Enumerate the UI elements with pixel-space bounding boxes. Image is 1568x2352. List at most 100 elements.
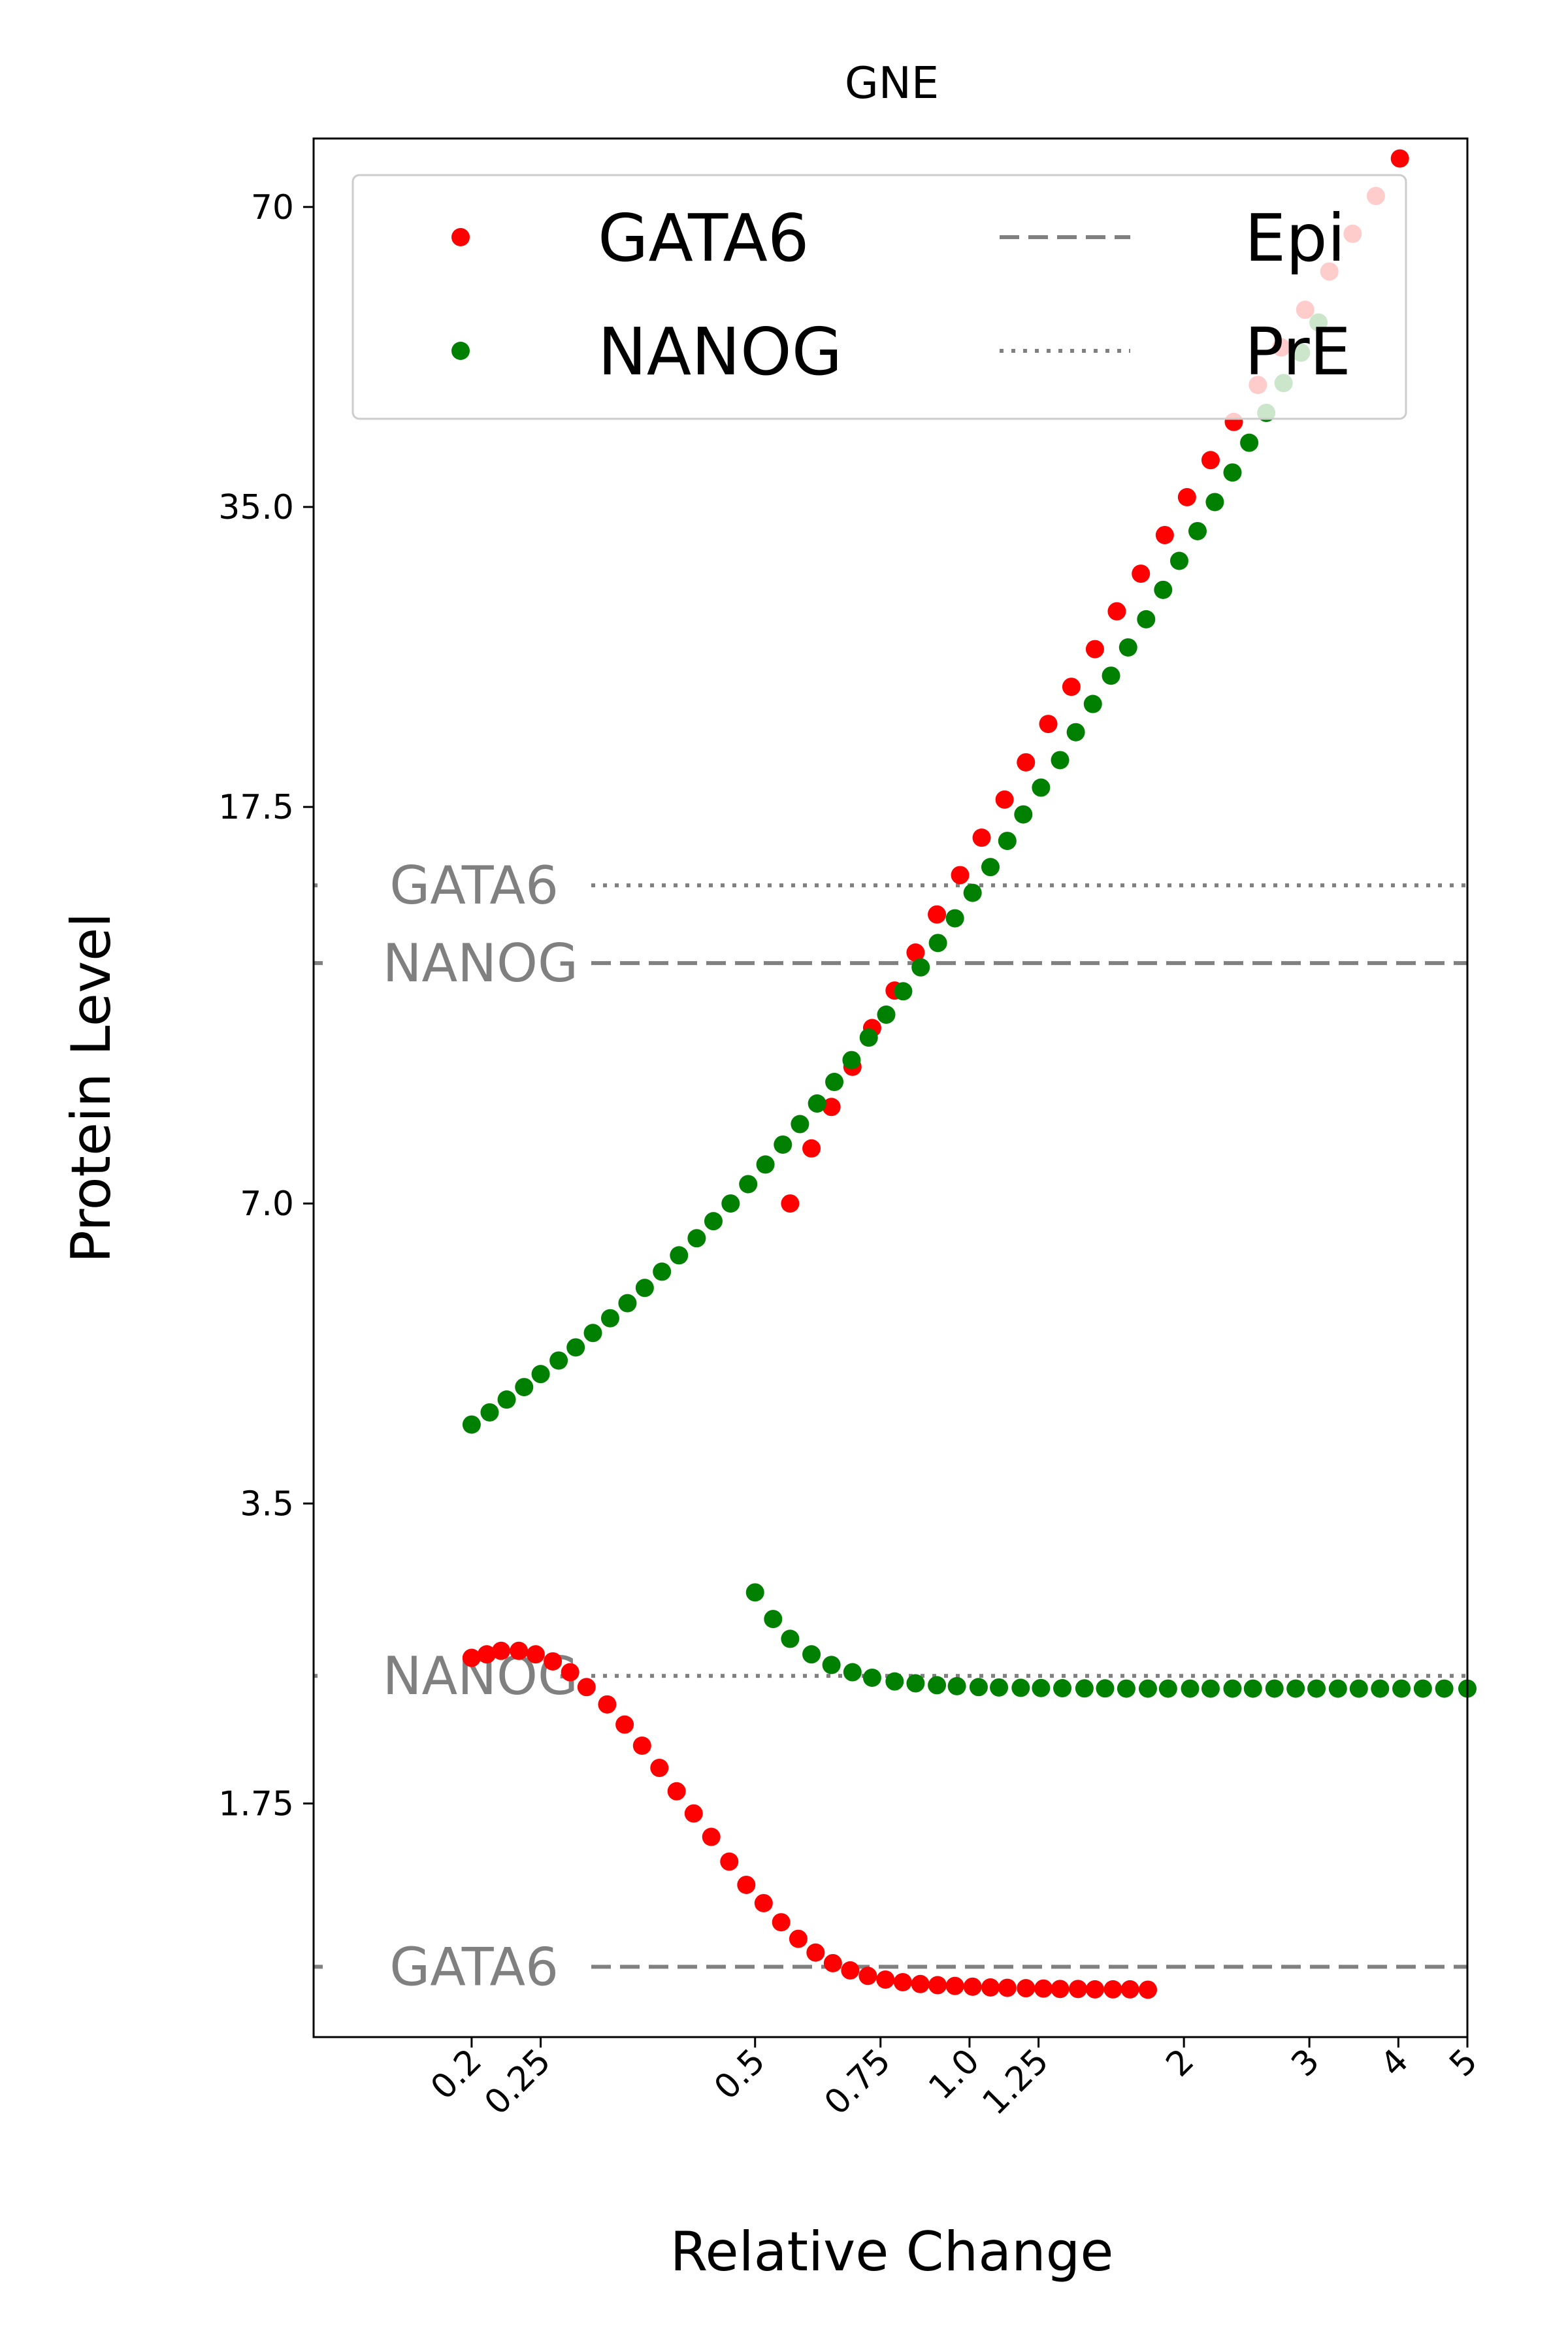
data-point-gata6 [650, 1758, 669, 1777]
data-point-gata6 [823, 1953, 842, 1972]
data-point-gata6 [544, 1652, 563, 1671]
data-point-nanog [885, 1672, 904, 1691]
legend-box [351, 174, 1407, 420]
legend-marker-nanog [451, 342, 470, 360]
data-point-nanog [1265, 1679, 1284, 1698]
data-point-gata6 [928, 1976, 947, 1995]
data-point-gata6 [911, 1974, 930, 1993]
data-point-gata6 [462, 1648, 481, 1667]
y-tick-label: 35.0 [218, 488, 294, 527]
data-point-gata6 [945, 1976, 964, 1995]
data-point-nanog [1119, 638, 1137, 657]
data-point-gata6 [1107, 602, 1126, 621]
legend-label-epi: Epi [1245, 200, 1345, 276]
data-point-gata6 [684, 1804, 703, 1823]
reference-line-label: GATA6 [389, 1936, 559, 1997]
y-tick-label: 1.75 [218, 1784, 294, 1823]
data-point-nanog [670, 1246, 689, 1265]
data-point-gata6 [1103, 1980, 1122, 1999]
data-point-nanog [1371, 1679, 1390, 1698]
data-point-nanog [515, 1378, 534, 1397]
data-point-nanog [1053, 1679, 1072, 1698]
data-point-gata6 [598, 1695, 617, 1714]
data-point-nanog [1096, 1679, 1115, 1698]
data-point-nanog [600, 1309, 619, 1328]
data-point-nanog [1169, 551, 1188, 570]
data-point-nanog [781, 1629, 800, 1648]
y-tick-label: 17.5 [218, 788, 294, 827]
data-point-nanog [1286, 1679, 1305, 1698]
data-point-nanog [549, 1351, 568, 1370]
data-point-nanog [1158, 1679, 1177, 1698]
data-point-gata6 [1017, 1979, 1036, 1998]
data-point-gata6 [876, 1970, 895, 1989]
data-point-gata6 [1138, 1980, 1157, 1999]
data-point-gata6 [1085, 1980, 1104, 1999]
data-point-gata6 [1039, 715, 1058, 734]
chart-title: GNE [845, 57, 939, 108]
data-point-gata6 [981, 1978, 1000, 1997]
data-point-nanog [704, 1212, 723, 1231]
data-point-gata6 [1132, 564, 1151, 583]
data-point-gata6 [577, 1678, 596, 1697]
data-point-gata6 [806, 1943, 825, 1962]
y-axis-label: Protein Level [59, 913, 123, 1263]
data-point-gata6 [1201, 451, 1220, 470]
data-point-gata6 [477, 1645, 496, 1664]
data-point-nanog [1154, 580, 1173, 599]
data-point-nanog [911, 958, 930, 977]
plot-frame [312, 137, 1469, 2038]
data-point-nanog [1243, 1679, 1262, 1698]
data-point-nanog [1032, 778, 1051, 797]
data-point-nanog [497, 1390, 516, 1409]
data-point-nanog [928, 934, 947, 953]
data-point-gata6 [632, 1736, 651, 1755]
data-point-gata6 [963, 1977, 982, 1996]
data-point-nanog [1032, 1678, 1051, 1697]
data-point-nanog [480, 1403, 499, 1422]
data-point-nanog [843, 1663, 862, 1682]
data-point-gata6 [1177, 487, 1196, 506]
data-point-nanog [1137, 610, 1156, 629]
legend-label-pre: PrE [1245, 314, 1351, 390]
data-point-gata6 [1120, 1980, 1139, 1999]
data-point-nanog [802, 1645, 821, 1664]
data-point-gata6 [754, 1893, 773, 1912]
data-point-gata6 [561, 1663, 580, 1682]
data-point-nanog [928, 1676, 947, 1695]
data-point-gata6 [998, 1978, 1017, 1997]
data-point-gata6 [781, 1194, 800, 1213]
data-point-nanog [969, 1678, 988, 1697]
data-point-gata6 [1068, 1980, 1087, 1999]
x-axis-label: Relative Change [670, 2220, 1114, 2283]
data-point-nanog [583, 1324, 602, 1343]
data-point-gata6 [1051, 1980, 1070, 1999]
data-point-nanog [963, 883, 982, 902]
legend-label-nanog: NANOG [598, 314, 842, 390]
data-point-nanog [687, 1229, 706, 1248]
data-point-nanog [791, 1115, 809, 1134]
data-point-gata6 [972, 828, 991, 847]
data-point-nanog [566, 1338, 585, 1357]
data-point-gata6 [702, 1827, 721, 1846]
data-point-nanog [1240, 433, 1259, 452]
legend-marker-gata6 [451, 228, 470, 246]
data-point-gata6 [822, 1098, 841, 1117]
data-point-nanog [1051, 751, 1070, 770]
data-point-nanog [531, 1365, 550, 1384]
data-point-gata6 [1085, 640, 1104, 659]
data-point-gata6 [1017, 753, 1036, 772]
legend-label-gata6: GATA6 [598, 200, 809, 276]
data-point-nanog [774, 1135, 792, 1154]
data-point-nanog [1223, 463, 1242, 482]
data-point-nanog [1201, 1679, 1220, 1698]
data-point-nanog [1413, 1679, 1432, 1698]
data-point-nanog [635, 1279, 654, 1298]
y-tick-label: 7.0 [240, 1184, 294, 1224]
data-point-nanog [945, 909, 964, 928]
data-point-nanog [1328, 1679, 1347, 1698]
reference-line-label: NANOG [383, 933, 578, 994]
data-point-gata6 [772, 1913, 791, 1932]
data-point-gata6 [995, 790, 1014, 809]
data-point-nanog [721, 1194, 740, 1213]
